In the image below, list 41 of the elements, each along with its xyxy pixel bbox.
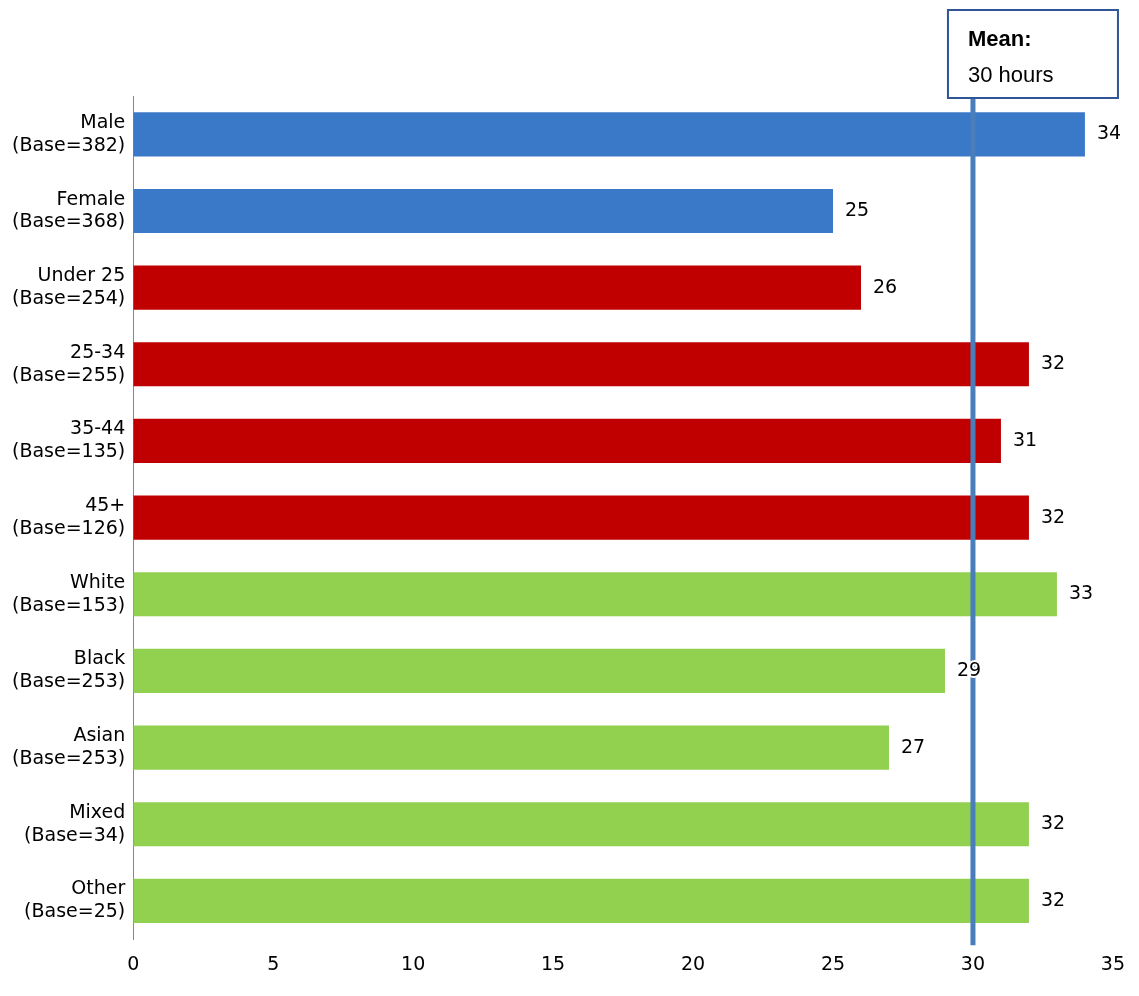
bar	[133, 878, 1029, 923]
data-label: 32	[1040, 351, 1066, 374]
bar	[133, 648, 945, 693]
y-tick-label: Male (Base=382)	[12, 109, 126, 155]
x-tick-label: 0	[127, 951, 140, 974]
y-tick-label: White (Base=153)	[12, 569, 126, 615]
y-tick-label: Female (Base=368)	[12, 186, 126, 232]
y-tick-label: 25-34 (Base=255)	[12, 339, 126, 385]
bar	[133, 572, 1057, 617]
y-tick-label: Asian (Base=253)	[12, 723, 126, 768]
data-label: 32	[1040, 504, 1066, 527]
data-label: 32	[1040, 887, 1066, 910]
y-tick-label: 45+ (Base=126)	[12, 493, 126, 538]
bar	[133, 418, 1001, 464]
y-tick-label: Black (Base=253)	[12, 646, 126, 692]
bar	[133, 802, 1029, 847]
y-tick-label: Under 25 (Base=254)	[12, 263, 126, 308]
data-label: 34	[1096, 121, 1122, 144]
x-tick-label: 30	[960, 951, 986, 974]
y-tick-label: 35-44 (Base=135)	[12, 416, 126, 462]
data-label: 25	[845, 197, 870, 220]
bar	[133, 265, 862, 310]
data-label: 32	[1040, 811, 1066, 834]
x-tick-label: 15	[541, 951, 566, 974]
data-label: 31	[1012, 427, 1038, 450]
y-tick-label: Mixed (Base=34)	[24, 799, 126, 845]
bar	[133, 495, 1029, 540]
x-tick-label: 20	[680, 951, 706, 974]
y-tick-label: Other (Base=25)	[24, 876, 126, 922]
x-tick-label: 25	[820, 951, 846, 974]
data-label: 33	[1068, 581, 1094, 604]
bar	[133, 342, 1029, 387]
x-tick-label: 35	[1100, 951, 1126, 974]
bar	[133, 188, 834, 234]
bar	[133, 112, 1085, 157]
x-tick-label: 10	[401, 951, 426, 974]
bar	[133, 725, 889, 770]
data-label: 27	[900, 734, 926, 757]
data-label: 26	[873, 274, 898, 297]
x-tick-label: 5	[267, 951, 280, 974]
ref-line-label: Mean: 30 hours	[967, 26, 1054, 88]
